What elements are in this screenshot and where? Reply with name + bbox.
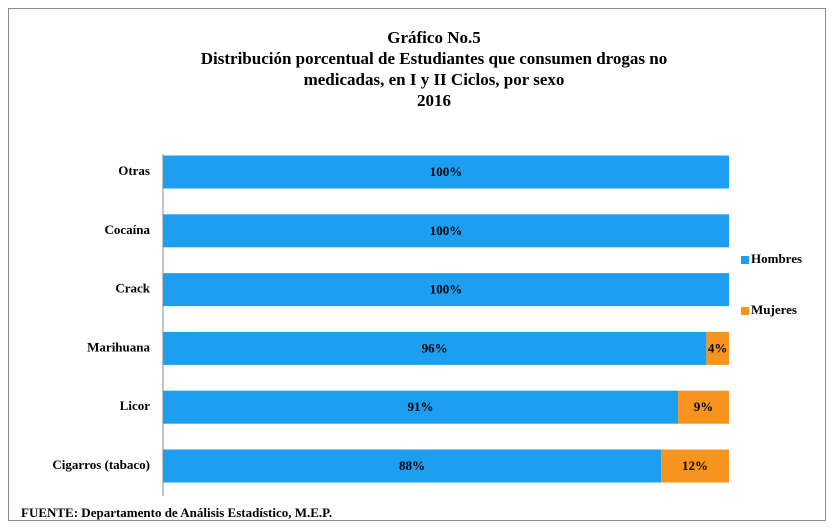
data-label: 88% [399, 458, 425, 473]
bar-segment [678, 390, 729, 424]
y-tick-label: Cocaína [105, 222, 151, 237]
bar-segment [163, 390, 679, 424]
data-label: 4% [708, 340, 728, 355]
y-tick-label: Marihuana [87, 339, 150, 354]
y-tick-label: Crack [115, 281, 150, 296]
chart-border [8, 8, 826, 521]
bar-segment [163, 155, 729, 189]
legend-swatch [741, 256, 749, 264]
data-label: 12% [682, 458, 708, 473]
data-label: 9% [694, 399, 714, 414]
legend-label: Hombres [751, 251, 802, 266]
data-label: 100% [430, 282, 463, 297]
data-label: 96% [422, 340, 448, 355]
chart-title: Distribución porcentual de Estudiantes q… [201, 49, 667, 68]
chart-title: Gráfico No.5 [387, 28, 480, 47]
bar-segment [706, 331, 729, 365]
bar-segment [163, 331, 707, 365]
data-label: 100% [430, 223, 463, 238]
y-tick-label: Otras [118, 163, 150, 178]
legend-label: Mujeres [751, 302, 797, 317]
bar-segment [661, 449, 729, 483]
chart-title: medicadas, en I y II Ciclos, por sexo [304, 70, 565, 89]
bar-segment [163, 449, 662, 483]
source-note: FUENTE: Departamento de Análisis Estadís… [21, 505, 332, 520]
bar-segment [163, 214, 729, 248]
y-tick-label: Cigarros (tabaco) [52, 457, 150, 472]
bar-segment [163, 273, 729, 307]
data-label: 91% [408, 399, 434, 414]
data-label: 100% [430, 164, 463, 179]
y-tick-label: Licor [120, 398, 151, 413]
legend-swatch [741, 307, 749, 315]
chart-title: 2016 [417, 91, 451, 110]
